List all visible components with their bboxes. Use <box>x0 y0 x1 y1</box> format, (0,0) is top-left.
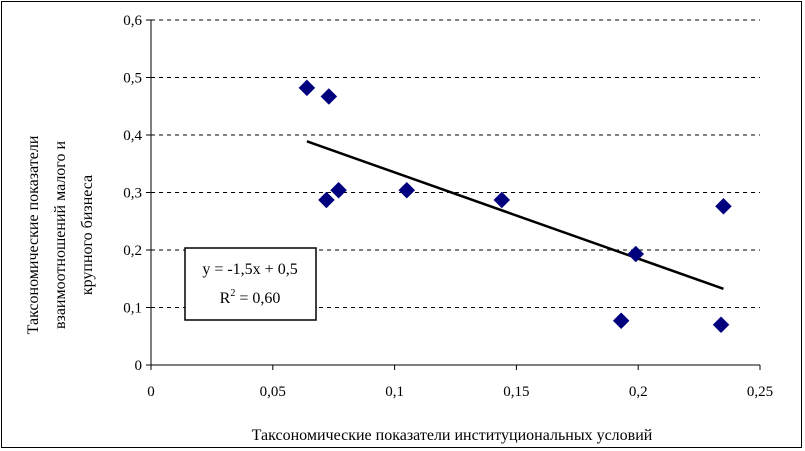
data-point <box>330 181 347 199</box>
x-tick-label: 0,1 <box>385 384 404 400</box>
y-tick-labels: 0 0,1 0,2 0,3 0,4 0,5 0,6 <box>123 13 151 374</box>
trendline <box>306 140 724 290</box>
y-tick-label: 0,4 <box>123 128 142 144</box>
trendline-group <box>306 140 724 290</box>
y-tick-label: 0 <box>135 358 143 374</box>
y-axis-title-line-2: взаимоотношений малого и <box>52 141 69 330</box>
x-tick-label: 0 <box>147 384 155 400</box>
equation-box: y = -1,5x + 0,5 R2 = 0,60 <box>184 247 317 321</box>
x-tick-labels: 0 0,05 0,1 0,15 0,2 0,25 <box>147 365 773 400</box>
data-point <box>493 191 511 209</box>
y-tick-label: 0,2 <box>123 243 142 259</box>
y-axis-title-line-3: крупного бизнеса <box>79 175 96 295</box>
data-point <box>612 312 630 330</box>
equation-text: y = -1,5x + 0,5 <box>202 261 297 278</box>
data-point <box>715 197 732 215</box>
y-tick-label: 0,3 <box>123 186 142 202</box>
y-axis-title-line-1: Таксономические показатели <box>25 135 42 334</box>
x-tick-label: 0,15 <box>503 384 529 400</box>
x-tick-label: 0,25 <box>747 384 773 400</box>
data-point <box>320 88 338 105</box>
y-tick-label: 0,6 <box>123 13 142 29</box>
data-point <box>318 191 335 209</box>
y-axis-title: Таксономические показатели взаимоотношен… <box>25 135 96 334</box>
x-tick-label: 0,2 <box>629 384 648 400</box>
r2-text: R2 = 0,60 <box>220 288 281 307</box>
data-point <box>298 79 316 97</box>
data-points <box>298 79 732 334</box>
x-tick-label: 0,05 <box>260 384 286 400</box>
data-point <box>712 316 730 334</box>
x-axis-title: Таксономические показатели институционал… <box>252 427 653 444</box>
data-point <box>398 181 416 199</box>
gridlines <box>151 19 760 308</box>
y-tick-label: 0,1 <box>123 301 142 317</box>
data-point <box>627 245 645 263</box>
y-tick-label: 0,5 <box>123 71 142 87</box>
